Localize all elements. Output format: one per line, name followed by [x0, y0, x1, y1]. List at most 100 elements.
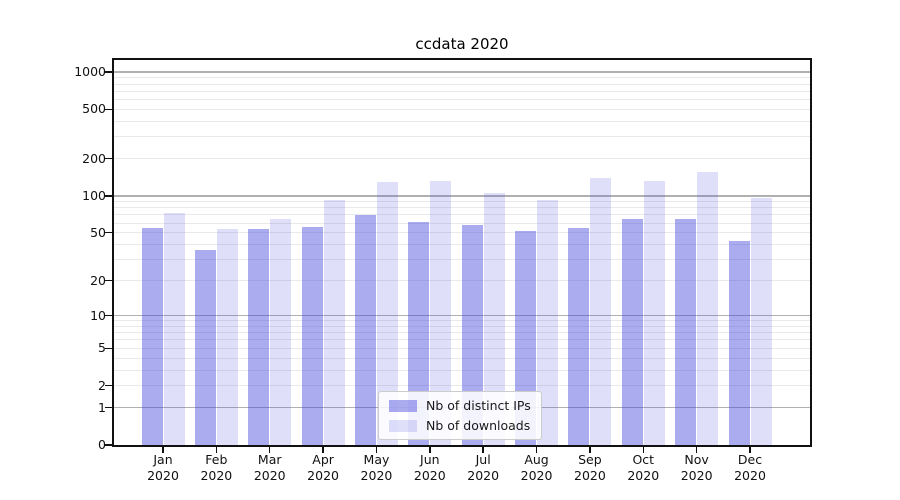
legend: Nb of distinct IPs Nb of downloads [378, 391, 542, 440]
chart-title: ccdata 2020 [415, 35, 509, 53]
gridline-minor [114, 347, 810, 349]
gridline-minor [114, 222, 810, 224]
y-tick-mark [105, 347, 113, 350]
legend-swatch-distinct-ips [389, 399, 417, 412]
y-tick-label: 100 [82, 187, 106, 203]
legend-row-downloads: Nb of downloads [389, 418, 531, 433]
x-tick-mark [215, 447, 218, 453]
x-tick-mark [642, 447, 645, 453]
gridline-minor [114, 385, 810, 387]
bar-distinct-ips [301, 226, 323, 445]
gridline-minor [114, 214, 810, 216]
bar-distinct-ips [568, 227, 590, 445]
x-tick-label: Jan 2020 [131, 452, 195, 484]
bar-distinct-ips [461, 224, 483, 445]
x-tick-mark [322, 447, 324, 453]
x-tick-mark [695, 447, 698, 453]
x-tick-year: 2020 [467, 468, 500, 483]
x-tick-year: 2020 [734, 468, 766, 483]
bar-distinct-ips [621, 218, 643, 445]
x-tick-month: Apr [312, 452, 334, 467]
gridline-major [114, 195, 810, 197]
x-tick-year: 2020 [520, 468, 553, 483]
x-tick-mark [375, 447, 378, 453]
bar-distinct-ips [675, 218, 697, 445]
grid-layer [114, 60, 810, 445]
x-tick-year: 2020 [574, 468, 606, 483]
gridline-minor [114, 232, 810, 234]
bar-distinct-ips [408, 222, 430, 445]
y-tick-mark [105, 231, 113, 234]
x-tick-label: Oct 2020 [611, 452, 675, 484]
legend-swatch-downloads [389, 419, 417, 432]
bar-distinct-ips [141, 227, 163, 445]
x-tick-label: Aug 2020 [505, 452, 569, 484]
y-tick-mark [105, 314, 113, 317]
x-tick-month: Nov [684, 452, 709, 467]
y-tick-mark [105, 71, 113, 73]
bar-downloads [643, 181, 665, 445]
bar-downloads [750, 198, 772, 445]
gridline-minor [114, 77, 810, 79]
x-tick-month: Sep [578, 452, 602, 467]
gridline-minor [114, 339, 810, 341]
x-tick-year: 2020 [200, 468, 233, 483]
x-tick-month: Mar [257, 452, 282, 467]
y-tick-mark [105, 279, 113, 282]
x-tick-label: Dec 2020 [718, 452, 782, 484]
x-tick-mark [749, 447, 751, 453]
bars-layer [114, 60, 810, 445]
plot-area: Nb of distinct IPs Nb of downloads [112, 58, 812, 447]
gridline-minor [114, 83, 810, 85]
gridline-minor [114, 280, 810, 282]
bar-downloads [163, 213, 185, 445]
gridline-minor [114, 200, 810, 202]
x-tick-mark [589, 447, 591, 453]
bar-downloads [697, 172, 719, 445]
y-tick-label: 0 [98, 437, 106, 452]
y-tick-mark [105, 157, 113, 160]
bar-downloads [270, 218, 292, 445]
bar-distinct-ips [354, 214, 376, 445]
y-tick-label: 20 [90, 272, 106, 288]
y-tick-label: 1 [98, 399, 106, 415]
gridline-minor [114, 357, 810, 359]
y-tick-label: 2 [98, 377, 106, 393]
bar-downloads [376, 182, 398, 445]
x-tick-year: 2020 [307, 468, 339, 483]
legend-label-downloads: Nb of downloads [426, 418, 531, 433]
y-tick-label: 5 [98, 340, 106, 356]
x-tick-mark [535, 447, 538, 453]
x-tick-mark [482, 447, 484, 453]
bar-downloads [537, 199, 559, 445]
legend-label-distinct-ips: Nb of distinct IPs [426, 398, 531, 413]
x-tick-label: Jul 2020 [451, 452, 515, 484]
y-tick-mark [105, 384, 113, 387]
gridline-minor [114, 325, 810, 327]
y-tick-label: 1000 [74, 64, 106, 80]
x-tick-mark [268, 447, 271, 453]
y-tick-mark [105, 406, 113, 409]
y-tick-mark [105, 108, 113, 111]
x-tick-year: 2020 [413, 468, 446, 483]
x-tick-year: 2020 [680, 468, 713, 483]
gridline-minor [114, 90, 810, 92]
y-tick-label: 10 [90, 307, 106, 323]
bar-downloads [430, 180, 452, 445]
gridline-minor [114, 136, 810, 138]
gridline-minor [114, 207, 810, 209]
gridline-minor [114, 259, 810, 261]
bar-distinct-ips [248, 228, 270, 445]
bar-downloads [323, 199, 345, 445]
x-tick-year: 2020 [627, 468, 660, 483]
bar-downloads [483, 192, 505, 445]
gridline-minor [114, 120, 810, 122]
gridline-minor [114, 320, 810, 322]
gridline-major [114, 314, 810, 317]
x-tick-month: Oct [632, 452, 655, 467]
x-tick-label: Jun 2020 [398, 452, 462, 484]
x-tick-label: May 2020 [344, 452, 408, 484]
gridline-minor [114, 108, 810, 110]
x-tick-label: Nov 2020 [665, 452, 729, 484]
x-tick-month: Jan [153, 452, 173, 467]
